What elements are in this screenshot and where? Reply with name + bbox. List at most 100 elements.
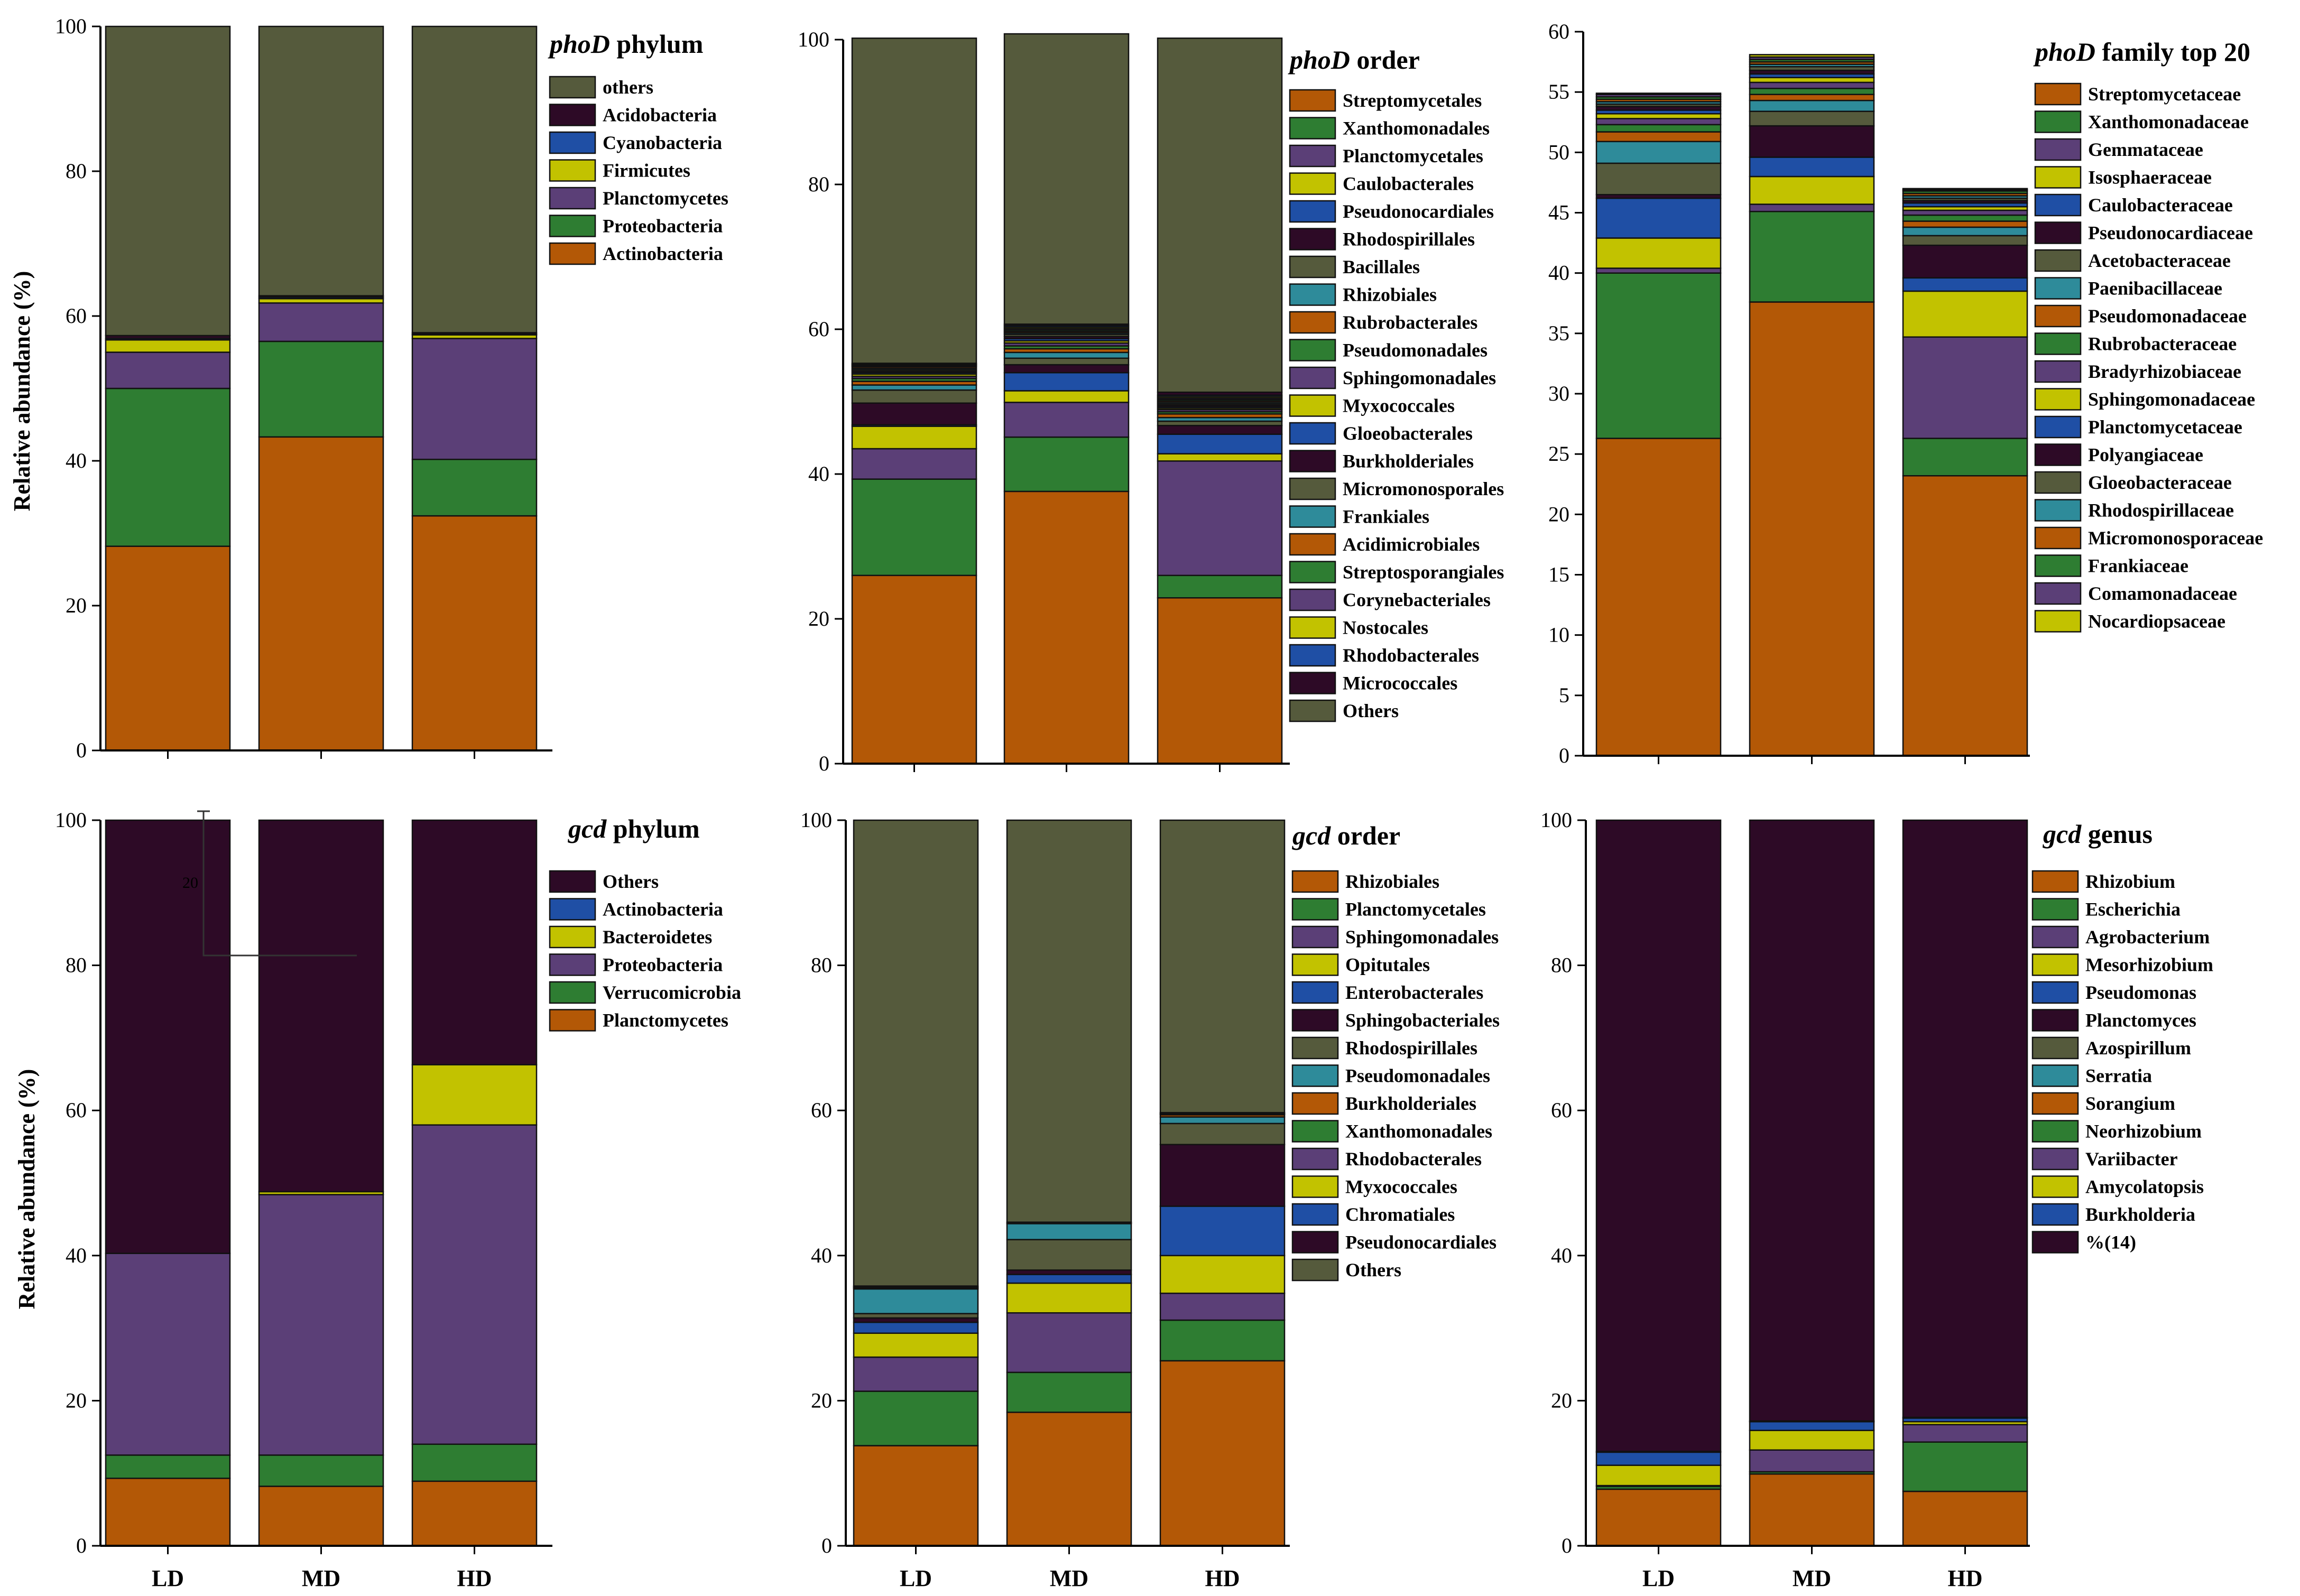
bar-segment--14--hd xyxy=(1902,819,2028,1418)
legend-swatch xyxy=(2034,193,2082,217)
legend-label: Gemmataceae xyxy=(2088,139,2203,160)
legend-swatch xyxy=(549,215,596,237)
legend-swatch xyxy=(2031,1092,2079,1115)
bar-segment-pseudomonadales-md xyxy=(1006,1223,1132,1240)
bar-stack-md xyxy=(258,819,384,1547)
legend-swatch xyxy=(2034,443,2082,466)
chart-title-gene: phoD xyxy=(1288,45,1350,75)
legend-label: Frankiales xyxy=(1343,506,1429,527)
legend-label: Streptosporangiales xyxy=(1343,562,1504,583)
bar-segment-firmicutes-ld xyxy=(105,339,231,353)
legend-swatch xyxy=(1289,505,1336,528)
legend-swatch xyxy=(2031,1231,2079,1254)
legend-swatch xyxy=(549,187,596,210)
bar-segment-planctomycetales-md xyxy=(1003,402,1130,438)
chart-title: gcd phylum xyxy=(568,814,700,843)
bar-segment-others-md xyxy=(258,819,384,1193)
y-tick-label: 80 xyxy=(66,953,87,977)
bar-segment-acetobacteraceae-md xyxy=(1749,110,1875,127)
bar-segment-caulobacterales-md xyxy=(1003,390,1130,403)
bar-segment-pseudomonas-ld xyxy=(1595,1451,1722,1466)
legend-label: Myxococcales xyxy=(1343,395,1455,416)
legend-label: Rubrobacterales xyxy=(1343,312,1477,333)
bar-segment-pseudomonas-md xyxy=(1749,1421,1875,1431)
bar-segment-isosphaeraceae-hd xyxy=(1902,290,2028,338)
legend-label: Planctomycetes xyxy=(603,1010,728,1031)
legend-swatch xyxy=(1289,200,1336,223)
bar-segment-agrobacterium-md xyxy=(1749,1449,1875,1473)
bar-segment-mesorhizobium-ld xyxy=(1595,1464,1722,1487)
y-tick-label: 20 xyxy=(1551,1388,1572,1412)
legend-swatch xyxy=(2031,981,2079,1004)
bar-segment-caulobacterales-hd xyxy=(1157,453,1283,462)
chart-title-gene: gcd xyxy=(2043,819,2082,849)
legend-swatch xyxy=(1291,953,1339,976)
bar-segment-bacillales-ld xyxy=(851,389,977,404)
legend-swatch xyxy=(2034,415,2082,439)
bar-segment-enterobacterales-ld xyxy=(853,1321,979,1334)
bar-segment-verrucomicrobia-md xyxy=(258,1454,384,1487)
bar-segment-paenibacillaceae-md xyxy=(1749,99,1875,112)
bar-segment-rhizobium-ld xyxy=(1595,1488,1722,1547)
bar-segment-others-ld xyxy=(853,819,979,1287)
legend-label: Xanthomonadales xyxy=(1345,1121,1492,1142)
y-tick-label: 15 xyxy=(1548,563,1569,587)
y-tick-label: 60 xyxy=(66,1098,87,1122)
y-tick-label: 20 xyxy=(1548,502,1569,526)
bar-segment--14--md xyxy=(1749,819,1875,1422)
bar-segment-escherichia-hd xyxy=(1902,1441,2028,1492)
bar-segment-actinobacteria-ld xyxy=(105,545,231,751)
legend-label: Sphingobacteriales xyxy=(1345,1010,1500,1031)
legend-swatch xyxy=(1291,1009,1339,1032)
legend-label: Bacteroidetes xyxy=(603,926,712,948)
bar-segment-paenibacillaceae-ld xyxy=(1595,141,1722,164)
legend-label: Opitutales xyxy=(1345,954,1430,976)
bar-segment-bradyrhizobiaceae-hd xyxy=(1902,209,2028,216)
chart-title-gene: phoD xyxy=(2033,37,2095,67)
bar-segment-opitutales-ld xyxy=(853,1332,979,1358)
legend-label: others xyxy=(603,77,653,98)
legend-swatch xyxy=(1289,144,1336,168)
bar-stack-ld xyxy=(105,819,231,1547)
bar-segment-caulobacterales-ld xyxy=(851,425,977,450)
bar-segment-pseudonocardiaceae-hd xyxy=(1902,244,2028,279)
bar-segment-agrobacterium-hd xyxy=(1902,1424,2028,1443)
legend-label: Burkholderiales xyxy=(1343,451,1474,472)
y-tick-label: 5 xyxy=(1559,683,1569,707)
legend-swatch xyxy=(1289,450,1336,472)
legend-label: Enterobacterales xyxy=(1345,982,1483,1003)
bar-stack-ld xyxy=(1595,819,1722,1547)
bar-segment-planctomycetales-ld xyxy=(853,1390,979,1446)
x-tick-label-hd: HD xyxy=(1205,1565,1240,1591)
legend-label: Others xyxy=(603,871,659,892)
bar-segment-others-ld xyxy=(105,819,231,1254)
bar-segment-rhizobiales-md xyxy=(1006,1412,1132,1547)
y-tick-label: 80 xyxy=(811,953,832,977)
legend: Streptomycetaceae Xanthomonadaceae Gemmata… xyxy=(2034,82,2263,633)
legend-swatch xyxy=(549,953,596,976)
legend-swatch xyxy=(2034,166,2082,189)
y-tick-label: 20 xyxy=(808,607,829,630)
legend-label: Micromonosporaceae xyxy=(2088,527,2263,549)
chart-title: phoD phylum xyxy=(548,29,703,59)
legend-label: Pseudomonas xyxy=(2085,982,2196,1003)
chart-panel-5: 0 20 40 60 80 100 LD MD HD gcd order Rhizobiales Pl… xyxy=(800,808,1500,1591)
bar-segment-proteobacteria-md xyxy=(258,1194,384,1456)
bar-segment-proteobacteria-ld xyxy=(105,387,231,547)
legend-swatch xyxy=(2034,582,2082,605)
bar-segment-pseudomonadaceae-ld xyxy=(1595,131,1722,143)
legend-swatch xyxy=(1289,283,1336,306)
bar-segment-rhizobium-hd xyxy=(1902,1490,2028,1547)
legend-label: Rhizobium xyxy=(2085,871,2175,892)
bar-segment-planctomycetes-md xyxy=(258,302,384,342)
bar-segment-rubrobacteraceae-md xyxy=(1749,88,1875,95)
y-tick-label: 0 xyxy=(821,1534,832,1557)
y-axis-label-bottom: Relative abundance (%) xyxy=(14,1069,40,1310)
bar-segment-others-ld xyxy=(105,25,231,337)
bar-segment-nocardiopsaceae-md xyxy=(1749,54,1875,58)
y-tick-label: 25 xyxy=(1548,442,1569,466)
legend-swatch xyxy=(1289,366,1336,389)
legend-label: Rhodobacterales xyxy=(1345,1148,1482,1170)
legend-label: Polyangiaceae xyxy=(2088,444,2203,466)
legend-swatch xyxy=(549,104,596,126)
